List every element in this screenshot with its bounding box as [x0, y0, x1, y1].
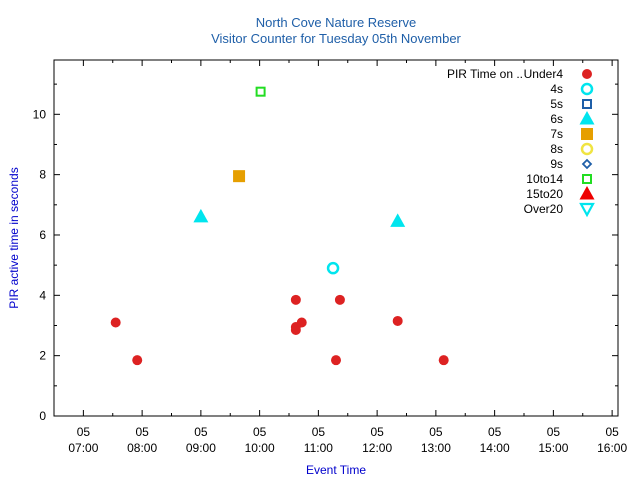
- legend-marker-10to14: [582, 174, 592, 184]
- x-tick-time: 14:00: [480, 441, 510, 455]
- data-point-under4: [296, 317, 307, 328]
- legend-label-9s: 9s: [550, 157, 563, 171]
- legend-marker-6s: [579, 111, 595, 125]
- y-tick-label: 2: [39, 349, 46, 363]
- x-tick-day: 05: [253, 425, 267, 439]
- x-tick-day: 05: [194, 425, 208, 439]
- legend-marker-5s: [582, 99, 592, 109]
- x-tick-time: 16:00: [597, 441, 627, 455]
- y-axis-label: PIR active time in seconds: [7, 167, 21, 308]
- data-point-6s: [390, 213, 406, 227]
- y-tick-label: 10: [33, 107, 47, 121]
- data-point-10to14: [255, 86, 266, 97]
- plot-area: [53, 59, 619, 417]
- x-tick-time: 13:00: [421, 441, 451, 455]
- legend-label-6s: 6s: [550, 112, 563, 126]
- legend-marker-4s: [580, 82, 594, 96]
- data-point-under4: [110, 317, 121, 328]
- legend-label-15to20: 15to20: [526, 187, 563, 201]
- legend-label-10to14: 10to14: [526, 172, 563, 186]
- x-tick-day: 05: [547, 425, 561, 439]
- data-point-under4: [438, 355, 449, 366]
- legend-label-7s: 7s: [550, 127, 563, 141]
- x-tick-day: 05: [370, 425, 384, 439]
- data-point-under4: [132, 355, 143, 366]
- y-tick-label: 8: [39, 168, 46, 182]
- data-point-under4: [334, 294, 345, 305]
- legend-marker-under4: [582, 69, 592, 79]
- chart-title: North Cove Nature Reserve: [256, 15, 416, 30]
- x-tick-day: 05: [605, 425, 619, 439]
- legend-marker-8s: [580, 142, 594, 156]
- y-tick-label: 0: [39, 409, 46, 423]
- y-tick-label: 6: [39, 228, 46, 242]
- legend-marker-7s: [581, 128, 593, 140]
- x-tick-day: 05: [429, 425, 443, 439]
- y-axis: 0 2 4 6 8 10: [33, 83, 618, 423]
- legend-title: PIR Time on ..: [447, 67, 523, 81]
- x-tick-time: 15:00: [538, 441, 568, 455]
- x-tick-day: 05: [77, 425, 91, 439]
- legend-marker-over20: [579, 202, 595, 218]
- x-tick-time: 12:00: [362, 441, 392, 455]
- x-tick-time: 10:00: [245, 441, 275, 455]
- x-tick-time: 07:00: [68, 441, 98, 455]
- x-tick-time: 11:00: [304, 441, 333, 455]
- x-tick-time: 09:00: [186, 441, 216, 455]
- legend-label-over20: Over20: [524, 202, 564, 216]
- x-tick-day: 05: [488, 425, 502, 439]
- y-tick-label: 4: [39, 288, 46, 302]
- data-point-under4: [331, 355, 341, 366]
- legend-marker-9s: [581, 158, 593, 170]
- legend-label-under4: Under4: [524, 67, 564, 81]
- data-points: [110, 86, 449, 366]
- x-tick-time: 08:00: [127, 441, 157, 455]
- x-axis: 05 07:00 05 08:00 05 09:00 05 10:00 05 11:00 05 12:…: [68, 60, 627, 455]
- data-point-under4: [392, 315, 403, 326]
- x-tick-day: 05: [135, 425, 149, 439]
- data-point-under4: [290, 294, 301, 305]
- legend-label-5s: 5s: [550, 97, 563, 111]
- chart-subtitle: Visitor Counter for Tuesday 05th Novembe…: [211, 31, 461, 46]
- legend-label-8s: 8s: [550, 142, 563, 156]
- legend-marker-15to20: [579, 186, 595, 200]
- data-point-6s: [193, 208, 209, 223]
- x-tick-day: 05: [312, 425, 326, 439]
- legend-label-4s: 4s: [550, 82, 563, 96]
- x-axis-label: Event Time: [306, 463, 366, 477]
- data-point-under4: [290, 325, 301, 336]
- data-point-7s: [233, 170, 246, 183]
- data-point-4s: [326, 261, 340, 275]
